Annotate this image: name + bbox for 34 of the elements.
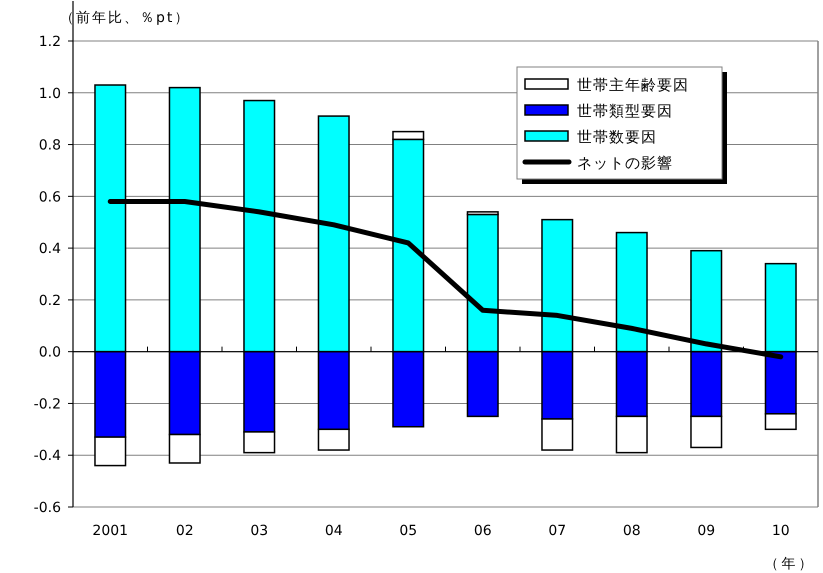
x-tick-label: 03 [250, 523, 268, 539]
bar [168, 434, 201, 464]
y-tick-label: -0.4 [34, 448, 62, 464]
x-tick-label: 2001 [92, 523, 128, 539]
x-tick-label: 05 [399, 523, 418, 539]
x-tick-label: 10 [772, 523, 790, 539]
x-tick-label: 06 [474, 523, 492, 539]
legend-label: 世帯数要因 [577, 128, 657, 146]
y-tick-label: 1.0 [38, 86, 61, 102]
y-tick-label: -0.2 [34, 396, 61, 412]
x-tick-label: 09 [697, 523, 716, 539]
bar [690, 416, 722, 448]
bar [94, 436, 126, 466]
y-tick-label: 0.2 [38, 292, 61, 309]
bar [318, 428, 350, 451]
y-axis-title: （前年比、％pt） [60, 10, 190, 26]
y-tick-label: 0.8 [38, 138, 61, 154]
x-tick-label: 07 [548, 523, 566, 539]
x-axis-title: （年） [764, 556, 816, 572]
y-tick-label: 0.0 [38, 344, 61, 361]
y-tick-label: 1.2 [38, 34, 61, 50]
x-tick-label: 08 [622, 523, 641, 539]
legend-label: 世帯類型要因 [577, 102, 673, 120]
bar [243, 431, 276, 454]
x-tick-label: 02 [176, 523, 194, 539]
x-tick-label: 04 [324, 523, 343, 539]
y-tick-label: 0.6 [38, 189, 62, 206]
bar [541, 418, 574, 451]
y-tick-label: -0.6 [34, 500, 62, 516]
bar [616, 416, 648, 454]
bar [764, 413, 797, 430]
y-tick-label: 0.4 [38, 241, 62, 258]
legend-label: 世帯主年齢要因 [577, 76, 689, 94]
legend-label: ネットの影響 [577, 154, 673, 172]
